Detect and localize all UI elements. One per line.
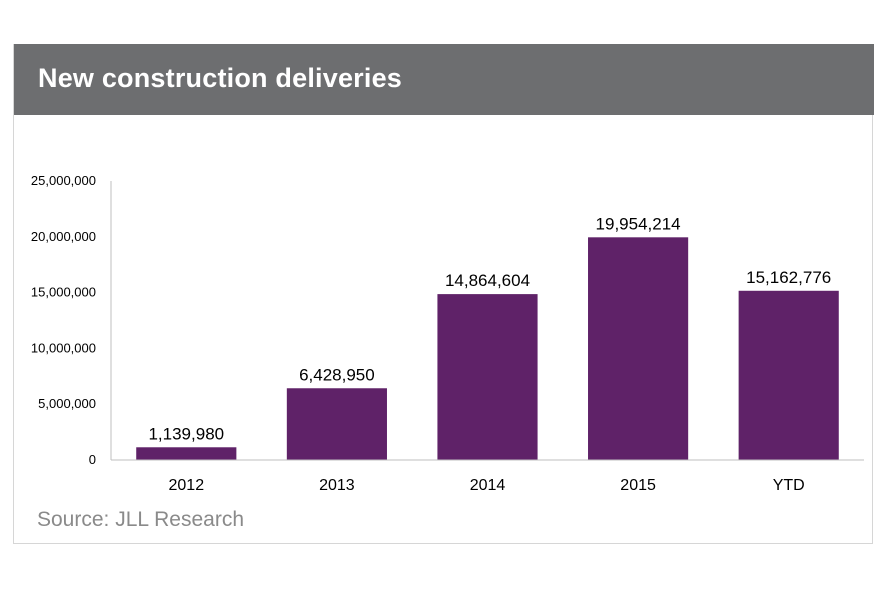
- x-tick-label: 2015: [620, 477, 656, 494]
- y-tick-label: 0: [89, 452, 96, 467]
- title-banner: New construction deliveries: [14, 44, 874, 115]
- bar: [136, 447, 237, 460]
- data-label: 15,162,776: [746, 268, 831, 287]
- x-tick-label: YTD: [773, 477, 805, 494]
- y-tick-label: 15,000,000: [31, 285, 96, 300]
- bar: [738, 290, 839, 460]
- x-tick-label: 2012: [169, 477, 205, 494]
- chart-title: New construction deliveries: [38, 63, 403, 93]
- bar: [286, 388, 387, 460]
- data-label: 19,954,214: [596, 214, 681, 233]
- bar: [588, 237, 689, 460]
- data-label: 1,139,980: [148, 424, 224, 443]
- x-tick-label: 2014: [470, 477, 506, 494]
- y-tick-label: 25,000,000: [31, 173, 96, 188]
- chart-card: New construction deliveries 0 5,000,000 10…: [13, 44, 874, 544]
- bars: [136, 237, 839, 460]
- y-tick-label: 20,000,000: [31, 229, 96, 244]
- y-tick-label: 5,000,000: [38, 396, 96, 411]
- y-tick-label: 10,000,000: [31, 340, 96, 355]
- data-label: 6,428,950: [299, 365, 375, 384]
- x-axis: 2012 2013 2014 2015 YTD: [111, 459, 864, 494]
- data-label: 14,864,604: [445, 271, 530, 290]
- bar-chart: 0 5,000,000 10,000,000 15,000,000 20,000,000…: [31, 173, 864, 494]
- bar: [437, 294, 538, 460]
- source-note: Source: JLL Research: [37, 508, 244, 531]
- x-tick-label: 2013: [319, 477, 355, 494]
- y-axis: 0 5,000,000 10,000,000 15,000,000 20,000,000…: [31, 173, 112, 467]
- data-labels: 1,139,980 6,428,950 14,864,604 19,954,214 15…: [148, 214, 831, 443]
